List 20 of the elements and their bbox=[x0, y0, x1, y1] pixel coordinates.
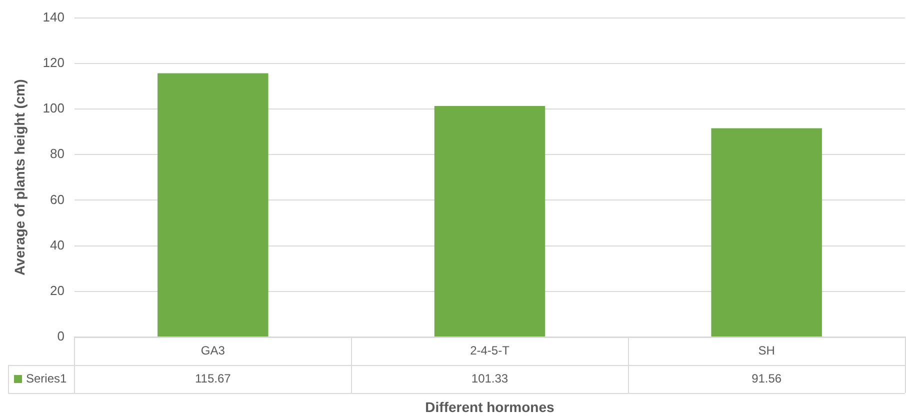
data-label: 91.56 bbox=[752, 371, 782, 386]
bar bbox=[158, 73, 268, 336]
y-tick-label: 80 bbox=[50, 146, 64, 162]
bar bbox=[711, 128, 822, 336]
x-tick-label: GA3 bbox=[200, 343, 226, 358]
y-tick-label: 120 bbox=[42, 54, 64, 70]
x-axis-title: Different hormones bbox=[425, 398, 555, 415]
y-tick-label: 0 bbox=[57, 328, 64, 344]
y-tick-label: 60 bbox=[50, 192, 64, 207]
y-tick-label: 100 bbox=[42, 100, 64, 116]
x-tick-label: 2-4-5-T bbox=[470, 343, 510, 358]
data-label: 115.67 bbox=[195, 371, 232, 386]
y-axis-title: Average of plants height (cm) bbox=[11, 79, 28, 276]
bar bbox=[434, 106, 546, 336]
y-tick-label: 20 bbox=[50, 282, 64, 298]
data-label: 101.33 bbox=[471, 371, 508, 386]
y-tick-label: 40 bbox=[50, 237, 64, 252]
legend-label: Series1 bbox=[26, 371, 68, 386]
y-tick-label: 140 bbox=[42, 9, 64, 24]
x-tick-label: SH bbox=[758, 343, 775, 358]
